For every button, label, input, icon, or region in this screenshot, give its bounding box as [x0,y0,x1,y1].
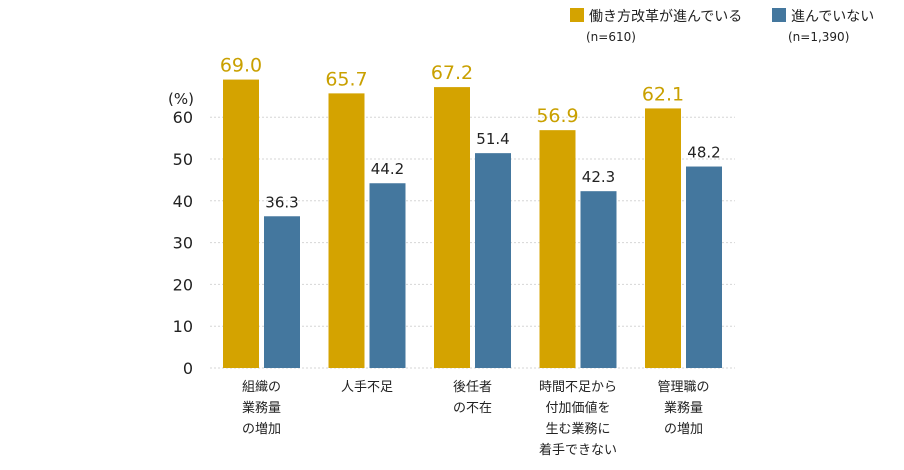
category-label: 生む業務に [545,421,610,437]
category-label: 付加価値を [545,400,610,416]
bar-series-0-cat-1 [328,93,365,369]
category-label: 人手不足 [341,380,393,395]
category-label: 組織の [242,380,281,395]
data-label: 51.4 [476,130,509,148]
bar-series-0-cat-4 [645,108,681,368]
y-tick-label: 30 [173,234,193,253]
data-label: 65.7 [325,68,367,90]
data-label: 69.0 [220,55,262,77]
legend-swatch [570,8,584,22]
category-label: 時間不足から [539,380,617,395]
y-tick-label: 20 [173,275,193,294]
y-axis: 0 10 20 30 40 50 60(%) [168,90,194,378]
y-tick-label: 60 [173,108,193,127]
data-label: 42.3 [582,168,615,186]
category-label: 業務量 [664,400,703,416]
bar-series-0-cat-2 [434,87,470,368]
bars [223,79,722,369]
y-tick-label: 0 [183,359,193,378]
bar-series-1-cat-2 [475,153,511,368]
y-unit-label: (%) [168,90,194,108]
category-label: の不在 [453,401,492,416]
category-label: の増加 [242,422,281,437]
data-label: 62.1 [642,83,684,105]
bar-series-1-cat-3 [580,191,617,368]
legend-series-name: 働き方改革が進んでいる [589,9,742,25]
bar-series-1-cat-1 [369,183,406,368]
category-label: の増加 [664,422,703,437]
y-tick-label: 50 [173,150,193,169]
legend: 働き方改革が進んでいる (n=610) 進んでいない (n=1,390) [570,8,874,44]
bar-series-1-cat-0 [264,216,300,368]
bar-series-0-cat-0 [223,79,259,368]
bar-series-1-cat-4 [686,166,722,368]
data-label: 48.2 [687,144,720,162]
legend-series-name: 進んでいない [791,9,874,25]
y-tick-label: 10 [173,317,193,336]
value-labels: 69.0 36.3 65.7 44.2 67.2 51.4 56.9 42.3 62.1 48.2 [220,55,721,212]
data-label: 36.3 [265,193,298,211]
category-label: 後任者 [453,380,492,395]
legend-sample-size: (n=1,390) [788,30,849,44]
legend-swatch [772,8,786,22]
y-tick-label: 40 [173,192,193,211]
category-label: 業務量 [242,400,281,416]
category-label: 管理職の [657,380,709,395]
legend-sample-size: (n=610) [586,30,636,44]
category-label: 着手できない [539,442,617,458]
data-label: 44.2 [371,160,404,178]
data-label: 67.2 [431,62,473,84]
data-label: 56.9 [536,105,578,127]
bar-series-0-cat-3 [539,130,576,368]
